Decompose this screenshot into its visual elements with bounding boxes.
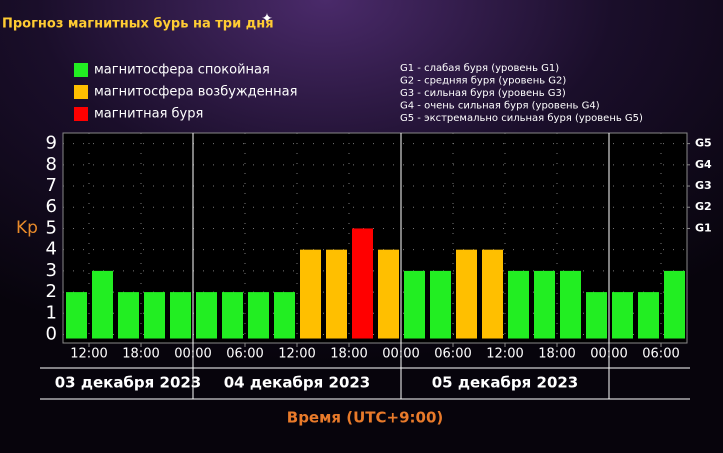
x-tick-label: 12:00 [278, 347, 315, 362]
bar [456, 249, 477, 339]
bar [196, 292, 217, 339]
legend-label: магнитная буря [94, 107, 203, 122]
bar [170, 292, 191, 339]
x-tick-label: 18:00 [330, 347, 367, 362]
x-tick-label: 18:00 [538, 347, 575, 362]
y-tick-label: 3 [46, 260, 57, 281]
bar [92, 270, 113, 339]
y-tick-label: 9 [46, 133, 57, 154]
bar [430, 270, 451, 339]
storm-level-note: G3 - сильная буря (уровень G3) [400, 88, 566, 99]
y2-tick-label: G2 [695, 200, 712, 213]
bar [482, 249, 503, 339]
y-tick-label: 0 [46, 324, 57, 345]
star: ✦ [261, 11, 273, 27]
x-tick-label: 12:00 [486, 347, 523, 362]
bar [300, 249, 321, 339]
y-tick-label: 2 [46, 281, 57, 302]
bar [534, 270, 555, 339]
bar [508, 270, 529, 339]
day-label: 05 декабря 2023 [432, 374, 579, 392]
bar [664, 270, 685, 339]
x-tick-label: 06:00 [642, 347, 679, 362]
bar [378, 249, 399, 339]
y2-tick-label: G3 [695, 179, 712, 192]
legend-swatch [74, 63, 88, 77]
x-tick-label: 06:00 [434, 347, 471, 362]
y2-tick-label: G4 [695, 158, 712, 171]
y-tick-label: 4 [46, 239, 57, 260]
bar [222, 292, 243, 339]
bar [638, 292, 659, 339]
storm-level-note: G5 - экстремально сильная буря (уровень … [400, 113, 643, 124]
legend-label: магнитосфера возбужденная [94, 85, 297, 100]
chart-title: Прогноз магнитных бурь на три дня [2, 17, 274, 32]
y-tick-label: 5 [46, 217, 57, 238]
plot-area [62, 132, 688, 344]
legend-swatch [74, 107, 88, 121]
y-tick-label: 6 [46, 196, 57, 217]
y2-tick-label: G5 [695, 137, 712, 150]
legend-label: магнитосфера спокойная [94, 63, 270, 78]
y-tick-label: 8 [46, 154, 57, 175]
bar [586, 292, 607, 339]
bar [404, 270, 425, 339]
bar [248, 292, 269, 339]
bar [274, 292, 295, 339]
x-tick-label: 18:00 [122, 347, 159, 362]
y-tick-label: 7 [46, 175, 57, 196]
y2-tick-label: G1 [695, 221, 712, 234]
bar [352, 228, 373, 339]
x-tick-label: 12:00 [70, 347, 107, 362]
y-axis-label: Kp [16, 218, 38, 238]
bar [66, 292, 87, 339]
storm-level-note: G2 - средняя буря (уровень G2) [400, 76, 566, 87]
y-tick-label: 1 [46, 302, 57, 323]
day-label: 03 декабря 2023 [55, 374, 202, 392]
storm-level-note: G4 - очень сильная буря (уровень G4) [400, 101, 600, 112]
bar [560, 270, 581, 339]
bar [118, 292, 139, 339]
x-tick-label: 06:00 [226, 347, 263, 362]
bar [612, 292, 633, 339]
day-label: 04 декабря 2023 [224, 374, 371, 392]
x-axis-label: Время (UTC+9:00) [287, 409, 443, 427]
bar [144, 292, 165, 339]
storm-level-note: G1 - слабая буря (уровень G1) [400, 63, 559, 74]
legend-swatch [74, 85, 88, 99]
bar [326, 249, 347, 339]
